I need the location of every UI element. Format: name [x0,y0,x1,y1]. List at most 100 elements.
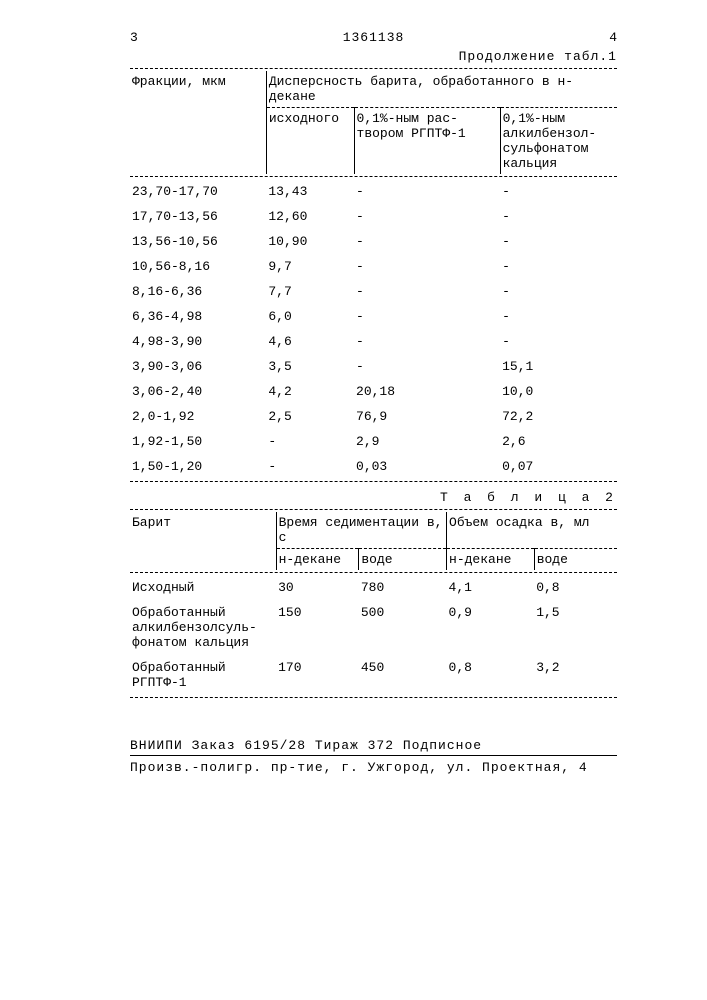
cell: - [354,329,500,354]
table-row: 23,70-17,7013,43-- [130,179,617,204]
cell: Обработанный РГПТФ-1 [130,655,276,695]
table1-body: 23,70-17,7013,43--17,70-13,5612,60--13,5… [130,179,617,479]
rule [130,572,617,573]
cell: 500 [359,600,447,655]
cell: 7,7 [266,279,354,304]
cell: 1,92-1,50 [130,429,266,454]
table-row: 4,98-3,904,6-- [130,329,617,354]
rule [130,481,617,482]
cell: 0,07 [500,454,617,479]
t2-col1-header: Барит [130,512,276,570]
cell: 10,90 [266,229,354,254]
cell: 13,43 [266,179,354,204]
cell: 1,50-1,20 [130,454,266,479]
t2-sub-c: н-декане [447,549,535,571]
t1-sub3: 0,1%-ным алкилбензол- сульфонатом кальци… [500,108,617,175]
cell: 2,6 [500,429,617,454]
cell: 3,90-3,06 [130,354,266,379]
cell: 1,5 [534,600,617,655]
cell: - [500,229,617,254]
cell: 12,60 [266,204,354,229]
cell: 6,0 [266,304,354,329]
cell: 20,18 [354,379,500,404]
table-row: Исходный307804,10,8 [130,575,617,600]
cell: - [354,179,500,204]
cell: - [354,304,500,329]
cell: 9,7 [266,254,354,279]
cell: 780 [359,575,447,600]
table2-body: Исходный307804,10,8Обработанный алкилбен… [130,575,617,695]
cell: 23,70-17,70 [130,179,266,204]
cell: 0,9 [447,600,535,655]
table-row: Обработанный РГПТФ-11704500,83,2 [130,655,617,695]
cell: 0,03 [354,454,500,479]
cell: - [266,454,354,479]
table-row: 3,06-2,404,220,1810,0 [130,379,617,404]
cell: 13,56-10,56 [130,229,266,254]
table-row: 13,56-10,5610,90-- [130,229,617,254]
cell: 4,98-3,90 [130,329,266,354]
cell: 4,6 [266,329,354,354]
cell: 3,2 [534,655,617,695]
cell: Обработанный алкилбензолсуль- фонатом ка… [130,600,276,655]
rule [130,176,617,177]
cell: 17,70-13,56 [130,204,266,229]
cell: - [266,429,354,454]
cell: 30 [276,575,359,600]
footer: ВНИИПИ Заказ 6195/28 Тираж 372 Подписное… [130,738,617,775]
table-row: 6,36-4,986,0-- [130,304,617,329]
cell: 2,9 [354,429,500,454]
t2-group1: Время седиментации в, с [276,512,446,549]
table-row: 17,70-13,5612,60-- [130,204,617,229]
cell: - [354,229,500,254]
t1-group-header: Дисперсность барита, обработанного в н-д… [266,71,617,108]
t1-sub1: исходного [266,108,354,175]
cell: - [354,279,500,304]
table-row: 3,90-3,063,5-15,1 [130,354,617,379]
table-row: 2,0-1,922,576,972,2 [130,404,617,429]
rule [130,755,617,756]
cell: 0,8 [447,655,535,695]
t2-sub-b: воде [359,549,447,571]
cell: - [354,204,500,229]
cell: 8,16-6,36 [130,279,266,304]
cell: - [500,254,617,279]
cell: Исходный [130,575,276,600]
cell: 15,1 [500,354,617,379]
cell: 76,9 [354,404,500,429]
cell: 4,2 [266,379,354,404]
cell: 3,06-2,40 [130,379,266,404]
cell: - [354,254,500,279]
table2-title: Т а б л и ц а 2 [130,490,617,505]
cell: 72,2 [500,404,617,429]
t1-sub2: 0,1%-ным рас- твором РГПТФ-1 [354,108,500,175]
cell: 2,0-1,92 [130,404,266,429]
table2-head: Барит Время седиментации в, с Объем осад… [130,512,617,570]
table-row: 10,56-8,169,7-- [130,254,617,279]
cell: 6,36-4,98 [130,304,266,329]
cell: - [354,354,500,379]
footer-line1: ВНИИПИ Заказ 6195/28 Тираж 372 Подписное [130,738,617,753]
rule [130,68,617,69]
footer-line2: Произв.-полигр. пр-тие, г. Ужгород, ул. … [130,760,617,775]
cell: - [500,279,617,304]
table-row: 8,16-6,367,7-- [130,279,617,304]
cell: - [500,204,617,229]
cell: 10,0 [500,379,617,404]
cell: 150 [276,600,359,655]
table-row: 1,92-1,50-2,92,6 [130,429,617,454]
cell: 450 [359,655,447,695]
cell: 10,56-8,16 [130,254,266,279]
cell: - [500,304,617,329]
cell: 170 [276,655,359,695]
table-row: 1,50-1,20-0,030,07 [130,454,617,479]
cell: 3,5 [266,354,354,379]
t2-sub-d: воде [534,549,617,571]
rule [130,697,617,698]
cell: 2,5 [266,404,354,429]
continuation-label: Продолжение табл.1 [130,49,617,64]
table1-head: Фракции, мкм Дисперсность барита, обрабо… [130,71,617,174]
cell: - [500,329,617,354]
cell: 4,1 [447,575,535,600]
page-number-left: 3 [130,30,170,45]
